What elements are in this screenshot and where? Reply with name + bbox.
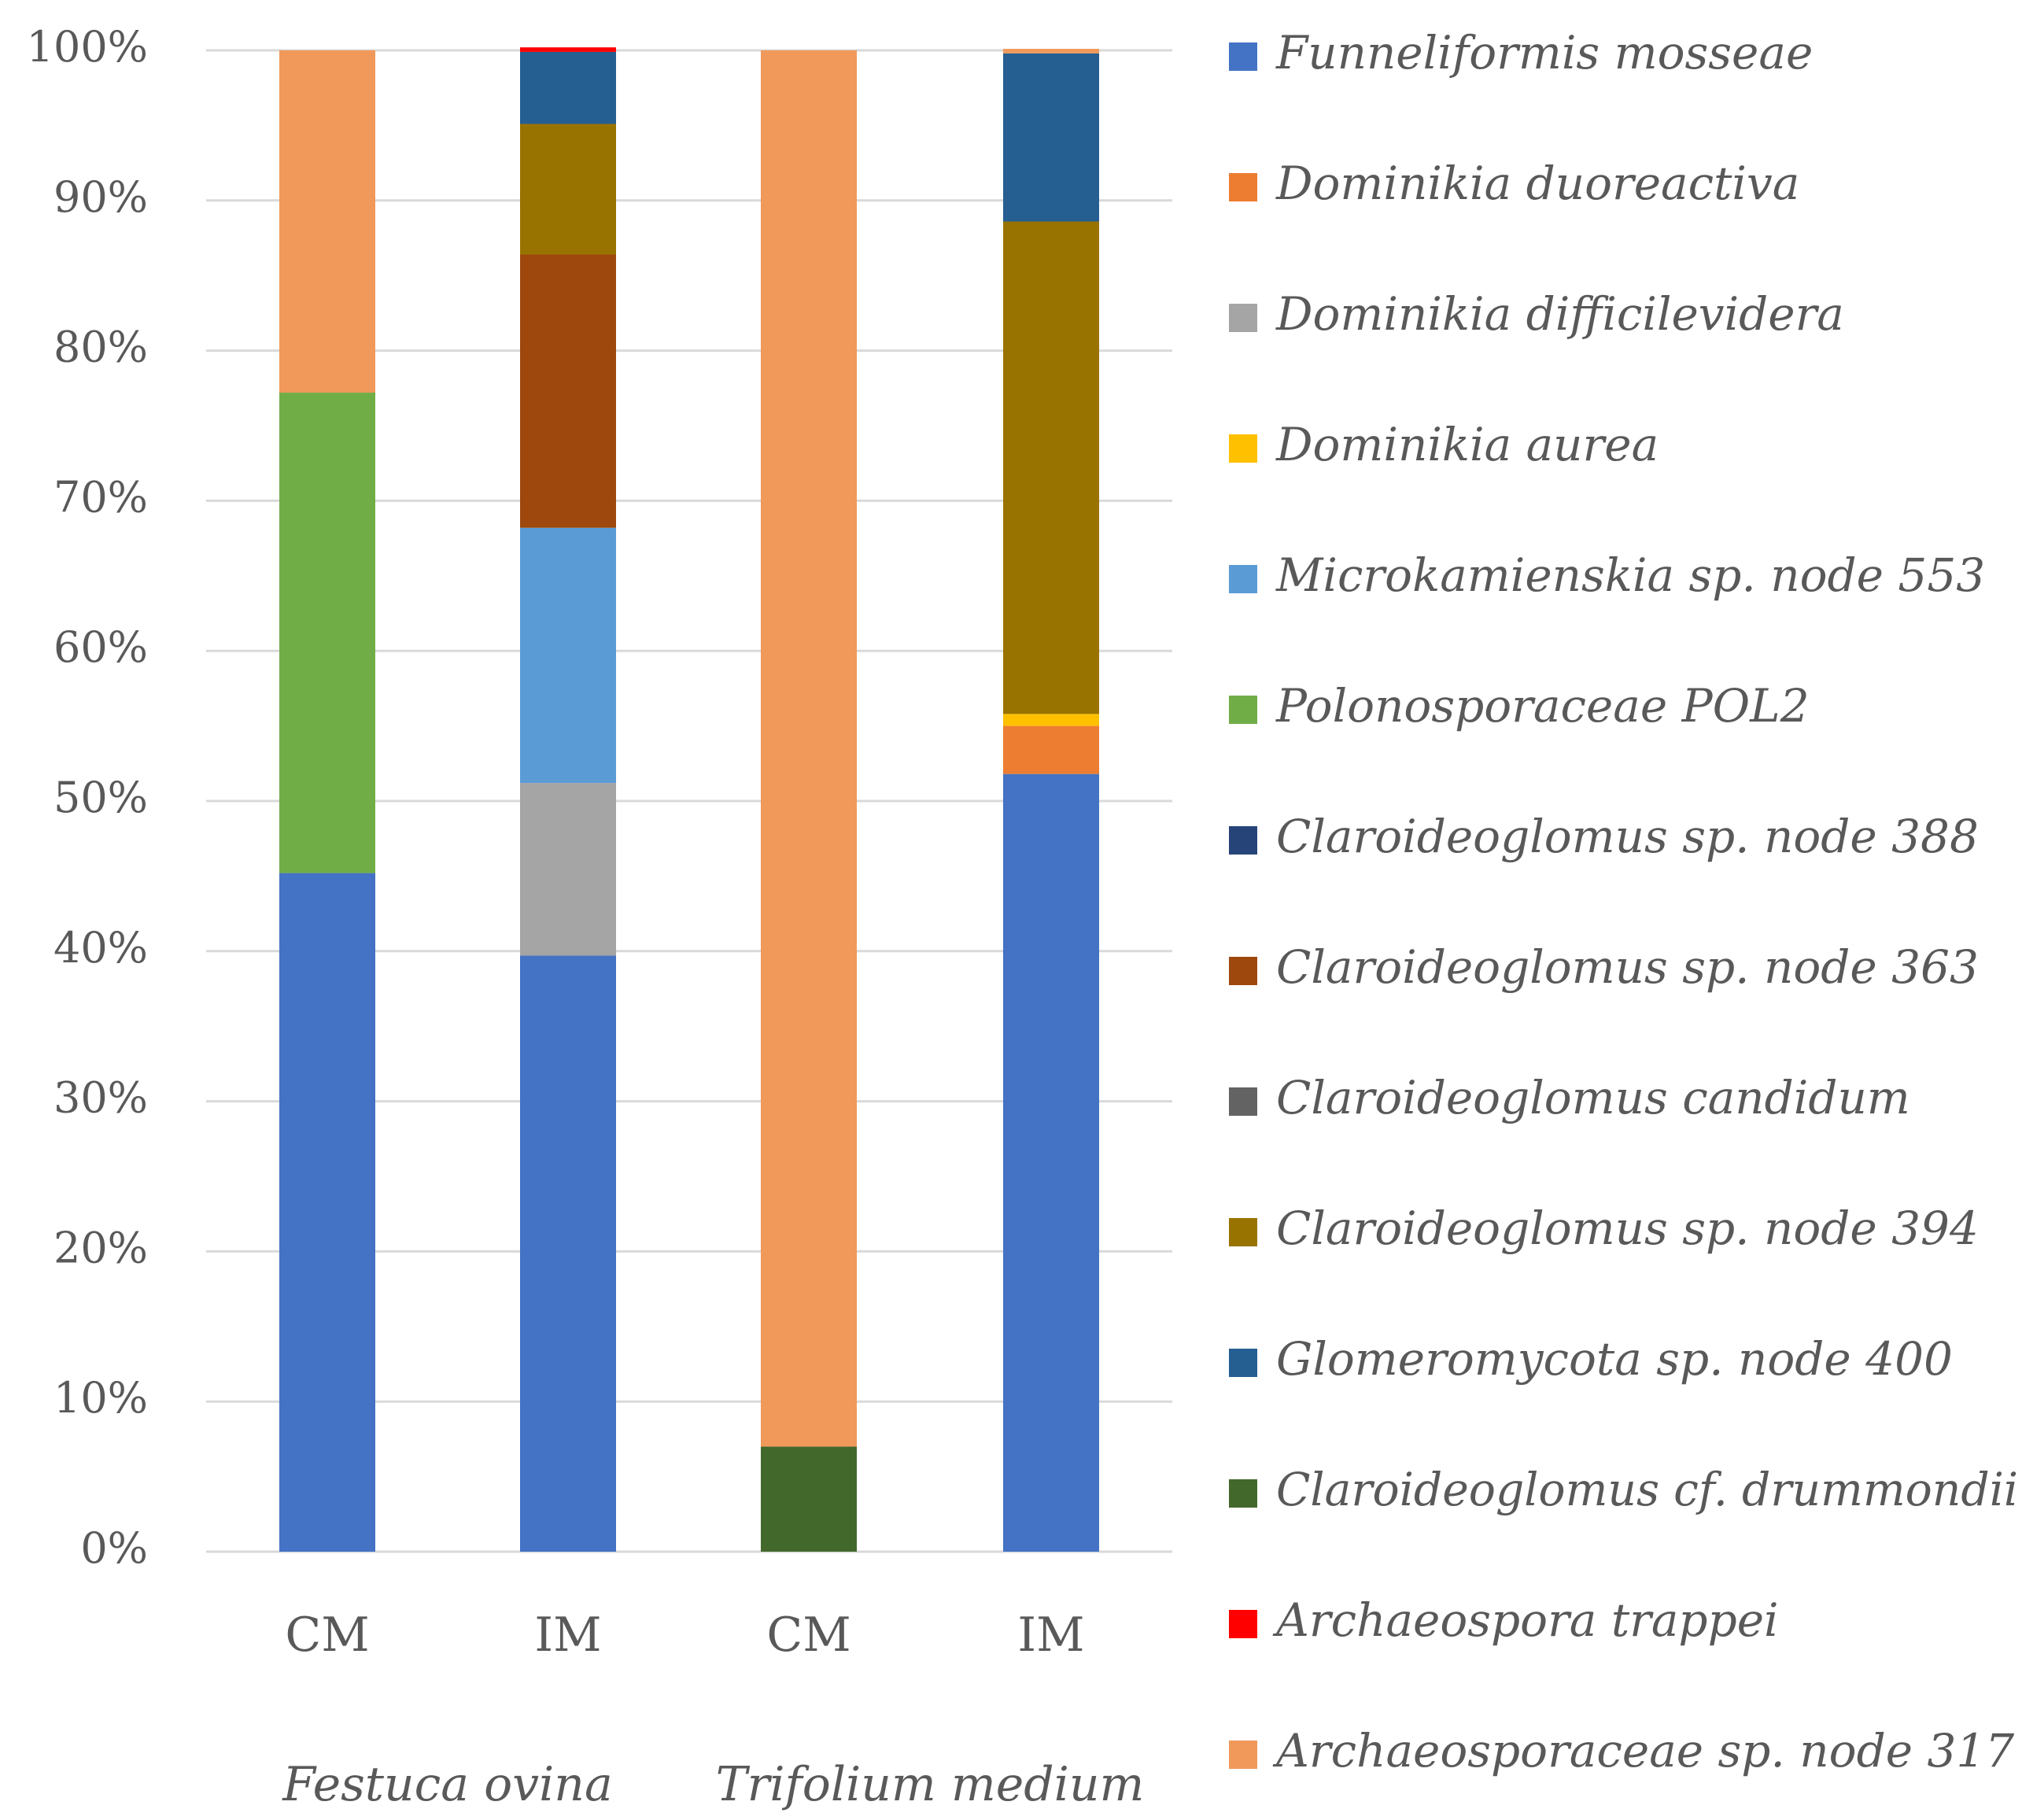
legend-swatch xyxy=(1229,42,1257,71)
legend-label: Claroideoglomus sp. node 363 xyxy=(1276,940,1979,994)
bar-segments xyxy=(279,47,1099,1552)
legend-swatch xyxy=(1229,696,1257,724)
legend-swatch xyxy=(1229,173,1257,201)
bar-segment xyxy=(279,50,375,393)
y-tick-label: 100% xyxy=(27,22,148,72)
bar-segment xyxy=(1003,714,1099,726)
x-group-label: Festuca ovina xyxy=(282,1757,612,1812)
x-axis-category-labels: CM IM CM IM xyxy=(285,1608,1084,1663)
legend-label: Claroideoglomus sp. node 388 xyxy=(1276,810,1979,863)
bar-segment xyxy=(520,527,616,784)
legend-swatch xyxy=(1229,1218,1257,1246)
bar-segment xyxy=(1003,221,1099,714)
legend-label: Claroideoglomus sp. node 394 xyxy=(1276,1202,1979,1255)
bar-segment xyxy=(1003,53,1099,222)
legend-swatch xyxy=(1229,304,1257,332)
bar-segment xyxy=(1003,49,1099,54)
legend-swatch xyxy=(1229,957,1257,985)
x-group-label: Trifolium medium xyxy=(716,1757,1145,1812)
bar-segment xyxy=(520,955,616,1552)
bar-segment xyxy=(1003,725,1099,774)
x-category-label: IM xyxy=(1017,1608,1084,1663)
bar-segment xyxy=(761,1446,857,1552)
x-category-label: CM xyxy=(285,1608,369,1663)
bar-segment xyxy=(520,124,616,255)
legend-swatch xyxy=(1229,1349,1257,1377)
legend-label: Funneliformis mosseae xyxy=(1275,26,1813,79)
bar-segment xyxy=(1003,773,1099,1552)
x-category-label: IM xyxy=(534,1608,601,1663)
legend-label: Dominikia aurea xyxy=(1275,418,1659,471)
legend-label: Dominikia duoreactiva xyxy=(1275,157,1799,210)
bar-segment xyxy=(520,51,616,124)
y-tick-label: 40% xyxy=(54,923,148,973)
y-tick-label: 50% xyxy=(54,773,148,822)
y-tick-label: 20% xyxy=(54,1223,148,1272)
bar-segment xyxy=(520,783,616,956)
y-tick-label: 60% xyxy=(54,622,148,672)
legend-swatch xyxy=(1229,1087,1257,1116)
x-axis-group-labels: Festuca ovina Trifolium medium xyxy=(282,1757,1144,1812)
y-tick-label: 30% xyxy=(54,1073,148,1123)
y-tick-label: 90% xyxy=(54,172,148,222)
legend-label: Claroideoglomus cf. drummondii xyxy=(1276,1463,2018,1516)
legend-label: Archaeosporaceae sp. node 317 xyxy=(1272,1724,2014,1778)
y-tick-label: 80% xyxy=(54,323,148,372)
y-axis-tick-labels: 0% 10% 20% 30% 40% 50% 60% 70% 80% 90% 100% xyxy=(27,22,148,1573)
x-category-label: CM xyxy=(766,1608,850,1663)
bar-segment xyxy=(520,47,616,52)
bar-segment xyxy=(520,254,616,528)
legend-swatch xyxy=(1229,1610,1257,1638)
legend-label: Dominikia difficilevidera xyxy=(1275,287,1844,341)
legend-swatch xyxy=(1229,1479,1257,1508)
legend-swatch xyxy=(1229,565,1257,593)
bar-segment xyxy=(279,393,375,873)
y-tick-label: 70% xyxy=(54,472,148,522)
legend-swatch xyxy=(1229,434,1257,463)
legend-label: Glomeromycota sp. node 400 xyxy=(1276,1332,1953,1386)
y-tick-label: 10% xyxy=(54,1373,148,1423)
y-tick-label: 0% xyxy=(80,1523,148,1573)
legend-label: Archaeospora trappei xyxy=(1272,1593,1779,1647)
legend-swatch xyxy=(1229,1741,1257,1769)
bar-segment xyxy=(279,873,375,1552)
legend-swatch xyxy=(1229,826,1257,855)
bar-segment xyxy=(761,50,857,1447)
legend-label: Claroideoglomus candidum xyxy=(1276,1071,1910,1124)
legend: Funneliformis mosseae Dominikia duoreacti… xyxy=(1229,26,2018,1778)
legend-label: Microkamienskia sp. node 553 xyxy=(1275,548,1985,602)
legend-label: Polonosporaceae POL2 xyxy=(1275,679,1810,733)
